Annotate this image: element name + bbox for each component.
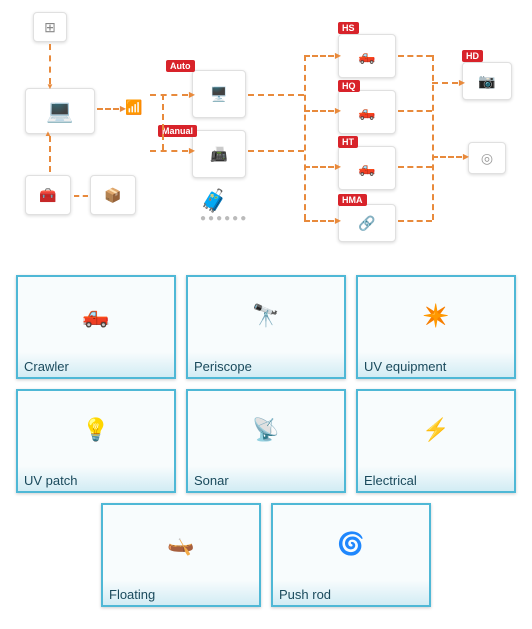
os-icon-node: ⊞ — [33, 12, 67, 42]
tile-crawler: 🛻 Crawler — [16, 275, 176, 379]
hma-crawler-node: 🔗 — [338, 204, 396, 242]
tablet-icon: 💻 — [46, 100, 73, 122]
tile-label: Sonar — [194, 473, 229, 488]
lens-node: ◎ — [468, 142, 506, 174]
hs-crawler-node: 🛻 — [338, 34, 396, 78]
tablet-node: 💻 — [25, 88, 95, 134]
case-red-node: 🧰 — [25, 175, 71, 215]
ht-crawler-node: 🛻 — [338, 146, 396, 190]
tile-electrical: ⚡ Electrical — [356, 389, 516, 493]
windows-icon: ⊞ — [44, 20, 56, 34]
tile-label: Push rod — [279, 587, 331, 602]
hma-tag: HMA — [338, 194, 367, 206]
auto-tag: Auto — [166, 60, 195, 72]
tile-sonar: 📡 Sonar — [186, 389, 346, 493]
case-grey-node: 📦 — [90, 175, 136, 215]
system-flow-diagram: ⊞ 💻 📶 🧰 📦 🖥️ Auto 📠 Manual 🧳●●●●●● 🛻 HS … — [0, 0, 532, 262]
equipment-grid: 🛻 Crawler 🔭 Periscope ✴️ UV equipment 💡 … — [0, 275, 532, 617]
hd-camera-node: 📷 — [462, 62, 512, 100]
tile-label: Periscope — [194, 359, 252, 374]
tile-push-rod: 🌀 Push rod — [271, 503, 431, 607]
tile-periscope: 🔭 Periscope — [186, 275, 346, 379]
ht-tag: HT — [338, 136, 358, 148]
tile-label: UV patch — [24, 473, 77, 488]
tile-label: Floating — [109, 587, 155, 602]
auto-unit-node: 🖥️ — [192, 70, 246, 118]
tile-label: Electrical — [364, 473, 417, 488]
toolbag-node: 🧳●●●●●● — [200, 190, 290, 250]
tile-label: UV equipment — [364, 359, 446, 374]
hq-tag: HQ — [338, 80, 360, 92]
hd-tag: HD — [462, 50, 483, 62]
hs-tag: HS — [338, 22, 359, 34]
tile-uv-equipment: ✴️ UV equipment — [356, 275, 516, 379]
manual-unit-node: 📠 — [192, 130, 246, 178]
tile-uv-patch: 💡 UV patch — [16, 389, 176, 493]
tile-floating: 🛶 Floating — [101, 503, 261, 607]
hq-crawler-node: 🛻 — [338, 90, 396, 134]
tile-label: Crawler — [24, 359, 69, 374]
